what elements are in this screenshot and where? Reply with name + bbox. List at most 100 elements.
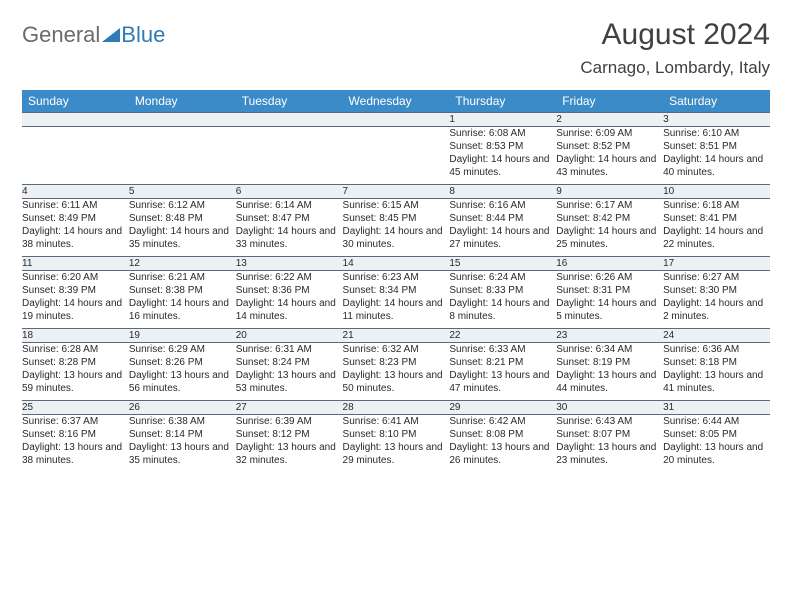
sunrise-line: Sunrise: 6:32 AM <box>343 343 450 356</box>
title-block: August 2024 Carnago, Lombardy, Italy <box>580 18 770 78</box>
daylight-line: Daylight: 14 hours and 22 minutes. <box>663 225 770 251</box>
day-number-cell: 12 <box>129 257 236 271</box>
detail-row: Sunrise: 6:11 AMSunset: 8:49 PM Daylight:… <box>22 199 770 257</box>
day-detail-cell: Sunrise: 6:24 AMSunset: 8:33 PMDaylight:… <box>449 271 556 329</box>
header: General Blue August 2024 Carnago, Lombar… <box>22 18 770 78</box>
sunset-line: Sunset: 8:07 PM <box>556 428 663 441</box>
location: Carnago, Lombardy, Italy <box>580 58 770 78</box>
sunset-line: Sunset: 8:30 PM <box>663 284 770 297</box>
day-detail-cell: Sunrise: 6:27 AMSunset: 8:30 PMDaylight:… <box>663 271 770 329</box>
day-detail-cell: Sunrise: 6:26 AMSunset: 8:31 PMDaylight:… <box>556 271 663 329</box>
day-number-cell: 6 <box>236 185 343 199</box>
daylight-line: Daylight: 14 hours and 11 minutes. <box>343 297 450 323</box>
sunset-line: Sunset: 8:49 PM <box>22 212 129 225</box>
calendar-table: Sunday Monday Tuesday Wednesday Thursday… <box>22 90 770 473</box>
daylight-line: Daylight: 13 hours and 23 minutes. <box>556 441 663 467</box>
day-detail-cell: Sunrise: 6:43 AMSunset: 8:07 PMDaylight:… <box>556 415 663 473</box>
day-number-cell: 3 <box>663 113 770 127</box>
daylight-line: Daylight: 14 hours and 19 minutes. <box>22 297 129 323</box>
sunset-line: Sunset: 8:47 PM <box>236 212 343 225</box>
sunset-line: Sunset: 8:48 PM <box>129 212 236 225</box>
day-number-cell: 27 <box>236 401 343 415</box>
day-detail-cell <box>129 127 236 185</box>
day-detail-cell: Sunrise: 6:12 AMSunset: 8:48 PMDaylight:… <box>129 199 236 257</box>
sunset-line: Sunset: 8:36 PM <box>236 284 343 297</box>
daylight-line: Daylight: 14 hours and 16 minutes. <box>129 297 236 323</box>
day-number-cell: 20 <box>236 329 343 343</box>
day-detail-cell: Sunrise: 6:18 AMSunset: 8:41 PMDaylight:… <box>663 199 770 257</box>
day-number-cell: 10 <box>663 185 770 199</box>
day-detail-cell: Sunrise: 6:36 AMSunset: 8:18 PMDaylight:… <box>663 343 770 401</box>
daylight-line: Daylight: 13 hours and 56 minutes. <box>129 369 236 395</box>
day-detail-cell: Sunrise: 6:17 AMSunset: 8:42 PMDaylight:… <box>556 199 663 257</box>
logo-text-blue: Blue <box>121 22 165 48</box>
day-number-cell: 18 <box>22 329 129 343</box>
sunrise-line: Sunrise: 6:34 AM <box>556 343 663 356</box>
daylight-line: Daylight: 14 hours and 27 minutes. <box>449 225 556 251</box>
day-header: Saturday <box>663 90 770 113</box>
sunrise-line: Sunrise: 6:16 AM <box>449 199 556 212</box>
day-detail-cell: Sunrise: 6:29 AMSunset: 8:26 PMDaylight:… <box>129 343 236 401</box>
daylight-line: Daylight: 14 hours and 45 minutes. <box>449 153 556 179</box>
sunrise-line: Sunrise: 6:29 AM <box>129 343 236 356</box>
day-header: Tuesday <box>236 90 343 113</box>
sunrise-line: Sunrise: 6:27 AM <box>663 271 770 284</box>
sunrise-line: Sunrise: 6:39 AM <box>236 415 343 428</box>
daylight-line: Daylight: 13 hours and 20 minutes. <box>663 441 770 467</box>
day-detail-cell: Sunrise: 6:31 AMSunset: 8:24 PMDaylight:… <box>236 343 343 401</box>
sunrise-line: Sunrise: 6:11 AM <box>22 199 129 212</box>
day-number-cell: 13 <box>236 257 343 271</box>
sunset-line: Sunset: 8:24 PM <box>236 356 343 369</box>
daylight-line: Daylight: 13 hours and 50 minutes. <box>343 369 450 395</box>
sunrise-line: Sunrise: 6:33 AM <box>449 343 556 356</box>
day-detail-cell: Sunrise: 6:32 AMSunset: 8:23 PMDaylight:… <box>343 343 450 401</box>
daynum-row: 11121314151617 <box>22 257 770 271</box>
day-number-cell: 30 <box>556 401 663 415</box>
day-header: Thursday <box>449 90 556 113</box>
daylight-line: Daylight: 14 hours and 25 minutes. <box>556 225 663 251</box>
day-number-cell: 8 <box>449 185 556 199</box>
sunset-line: Sunset: 8:45 PM <box>343 212 450 225</box>
daylight-line: Daylight: 13 hours and 44 minutes. <box>556 369 663 395</box>
day-number-cell: 26 <box>129 401 236 415</box>
day-header-row: Sunday Monday Tuesday Wednesday Thursday… <box>22 90 770 113</box>
daylight-line: Daylight: 13 hours and 26 minutes. <box>449 441 556 467</box>
day-number-cell: 1 <box>449 113 556 127</box>
day-header: Monday <box>129 90 236 113</box>
day-number-cell <box>236 113 343 127</box>
daylight-line: Daylight: 13 hours and 53 minutes. <box>236 369 343 395</box>
logo: General Blue <box>22 18 165 48</box>
sunset-line: Sunset: 8:31 PM <box>556 284 663 297</box>
day-detail-cell: Sunrise: 6:42 AMSunset: 8:08 PMDaylight:… <box>449 415 556 473</box>
day-detail-cell: Sunrise: 6:44 AMSunset: 8:05 PMDaylight:… <box>663 415 770 473</box>
sunrise-line: Sunrise: 6:38 AM <box>129 415 236 428</box>
sunrise-line: Sunrise: 6:26 AM <box>556 271 663 284</box>
sunset-line: Sunset: 8:52 PM <box>556 140 663 153</box>
sunrise-line: Sunrise: 6:42 AM <box>449 415 556 428</box>
sunrise-line: Sunrise: 6:17 AM <box>556 199 663 212</box>
sunrise-line: Sunrise: 6:41 AM <box>343 415 450 428</box>
sunrise-line: Sunrise: 6:23 AM <box>343 271 450 284</box>
day-detail-cell: Sunrise: 6:39 AMSunset: 8:12 PMDaylight:… <box>236 415 343 473</box>
sunset-line: Sunset: 8:08 PM <box>449 428 556 441</box>
day-detail-cell <box>236 127 343 185</box>
sunrise-line: Sunrise: 6:14 AM <box>236 199 343 212</box>
sunrise-line: Sunrise: 6:22 AM <box>236 271 343 284</box>
sunrise-line: Sunrise: 6:21 AM <box>129 271 236 284</box>
day-number-cell: 28 <box>343 401 450 415</box>
daylight-line: Daylight: 13 hours and 32 minutes. <box>236 441 343 467</box>
daynum-row: 18192021222324 <box>22 329 770 343</box>
daylight-line: Daylight: 14 hours and 33 minutes. <box>236 225 343 251</box>
sunset-line: Sunset: 8:10 PM <box>343 428 450 441</box>
detail-row: Sunrise: 6:08 AMSunset: 8:53 PMDaylight:… <box>22 127 770 185</box>
sunset-line: Sunset: 8:18 PM <box>663 356 770 369</box>
day-detail-cell: Sunrise: 6:33 AMSunset: 8:21 PMDaylight:… <box>449 343 556 401</box>
daylight-line: Daylight: 13 hours and 29 minutes. <box>343 441 450 467</box>
daylight-line: Daylight: 14 hours and 8 minutes. <box>449 297 556 323</box>
day-detail-cell: Sunrise: 6:21 AMSunset: 8:38 PMDaylight:… <box>129 271 236 329</box>
calendar-page: General Blue August 2024 Carnago, Lombar… <box>0 0 792 473</box>
daynum-row: 123 <box>22 113 770 127</box>
sunrise-line: Sunrise: 6:10 AM <box>663 127 770 140</box>
daynum-row: 25262728293031 <box>22 401 770 415</box>
day-number-cell: 17 <box>663 257 770 271</box>
